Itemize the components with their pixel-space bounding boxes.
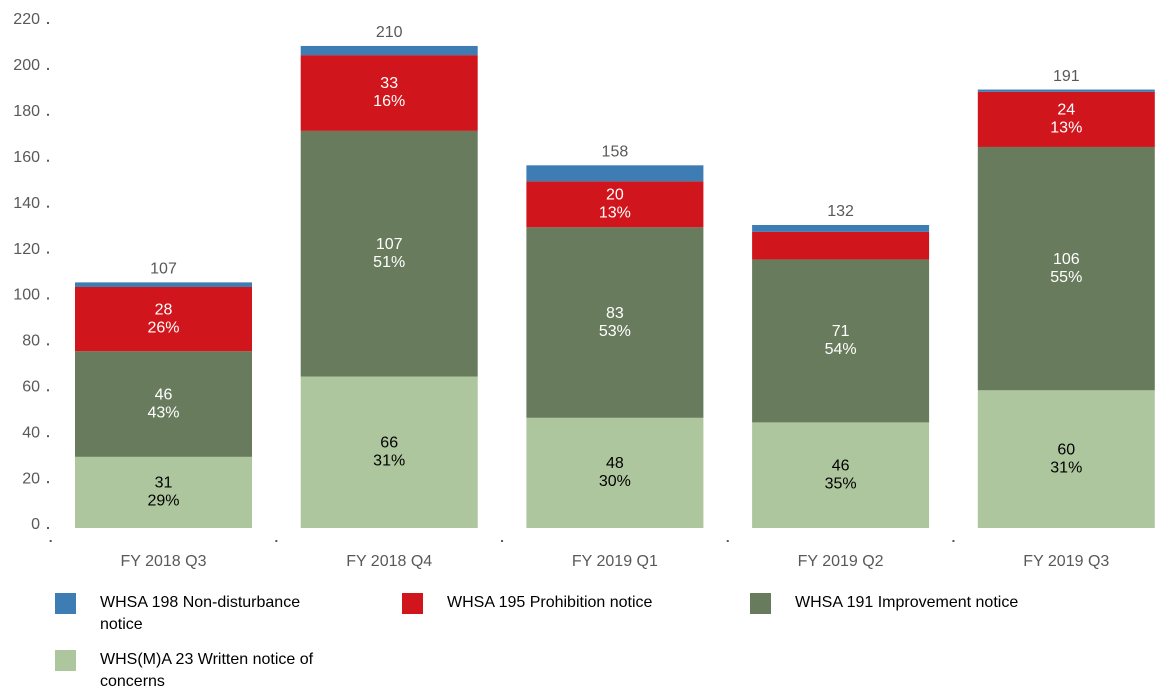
bar-segment bbox=[75, 286, 252, 352]
share-label: 31% bbox=[1050, 459, 1082, 476]
bar-segment bbox=[75, 456, 252, 528]
bar-segment bbox=[752, 259, 930, 423]
legend-swatch bbox=[402, 593, 423, 614]
y-tick-label: 20 bbox=[22, 470, 40, 487]
legend-label: WHS(M)A 23 Written notice of concerns bbox=[100, 651, 314, 690]
x-tick bbox=[49, 540, 52, 542]
y-tick-label: 160 bbox=[13, 149, 40, 166]
bar-segment bbox=[526, 181, 704, 228]
y-tick-label: 220 bbox=[13, 11, 40, 28]
x-tick-label: FY 2019 Q1 bbox=[572, 553, 658, 570]
plot: 0 20 40 60 80 100 120 140 160 180 200 220 FY 2018 Q3… bbox=[13, 11, 1155, 570]
x-tick-label: FY 2018 Q4 bbox=[346, 553, 432, 570]
y-tick bbox=[47, 159, 49, 162]
bar-segment bbox=[75, 282, 252, 287]
x-tick bbox=[952, 540, 955, 542]
legend-swatch bbox=[750, 593, 771, 614]
share-label: 13% bbox=[599, 205, 631, 222]
y-tick-label: 200 bbox=[13, 57, 40, 74]
share-label: 53% bbox=[599, 323, 631, 340]
share-label: 26% bbox=[147, 319, 179, 336]
value-label: 66 bbox=[380, 434, 398, 451]
y-tick bbox=[47, 22, 49, 24]
share-label: 43% bbox=[147, 404, 179, 421]
bar-segment bbox=[752, 225, 930, 232]
value-label: 71 bbox=[832, 323, 850, 340]
y-tick bbox=[47, 389, 49, 392]
share-label: 35% bbox=[825, 475, 857, 492]
x-tick bbox=[726, 540, 729, 542]
legend-label: WHSA 191 Improvement notice bbox=[795, 594, 1019, 611]
x-tick-label: FY 2019 Q3 bbox=[1023, 553, 1109, 570]
bar-segment bbox=[752, 231, 930, 260]
y-tick bbox=[47, 343, 49, 346]
y-tick-label: 80 bbox=[22, 333, 40, 350]
y-tick-label: 180 bbox=[13, 103, 40, 120]
share-label: 16% bbox=[373, 93, 405, 110]
bar-segment bbox=[977, 91, 1155, 147]
bar-segment bbox=[977, 89, 1155, 92]
share-label: 13% bbox=[1050, 120, 1082, 137]
y-tick-label: 0 bbox=[31, 516, 40, 533]
value-label: 107 bbox=[376, 236, 403, 253]
value-label: 46 bbox=[155, 386, 173, 403]
legend-label: WHSA 198 Non-disturbance notice bbox=[100, 594, 301, 633]
total-label: 107 bbox=[150, 261, 177, 278]
y-tick bbox=[47, 113, 49, 116]
y-tick bbox=[47, 297, 49, 300]
y-tick bbox=[47, 251, 49, 254]
bar-segment bbox=[300, 55, 478, 131]
y-tick bbox=[47, 205, 49, 208]
bar-segment bbox=[75, 351, 252, 457]
bar-segment bbox=[300, 376, 478, 528]
y-tick-label: 140 bbox=[13, 195, 40, 212]
value-label: 106 bbox=[1053, 251, 1080, 268]
total-label: 158 bbox=[602, 144, 629, 161]
share-label: 51% bbox=[373, 254, 405, 271]
value-label: 48 bbox=[606, 455, 624, 472]
legend-swatch bbox=[55, 650, 76, 671]
x-tick bbox=[501, 540, 504, 542]
y-tick-label: 100 bbox=[13, 287, 40, 304]
total-label: 210 bbox=[376, 24, 403, 41]
x-tick-label: FY 2018 Q3 bbox=[121, 553, 207, 570]
x-tick bbox=[275, 540, 278, 542]
y-tick-label: 40 bbox=[22, 424, 40, 441]
share-label: 54% bbox=[825, 341, 857, 358]
bar-segment bbox=[977, 146, 1155, 391]
bar-segment bbox=[300, 130, 478, 377]
bar-segment bbox=[526, 417, 704, 528]
share-label: 55% bbox=[1050, 269, 1082, 286]
y-tick-label: 120 bbox=[13, 241, 40, 258]
value-label: 60 bbox=[1057, 441, 1075, 458]
legend-label: WHSA 195 Prohibition notice bbox=[447, 594, 653, 611]
value-label: 83 bbox=[606, 305, 624, 322]
value-label: 46 bbox=[832, 457, 850, 474]
bar-segment bbox=[526, 165, 704, 182]
total-label: 132 bbox=[827, 203, 854, 220]
x-tick-label: FY 2019 Q2 bbox=[798, 553, 884, 570]
total-label: 191 bbox=[1053, 68, 1080, 85]
value-label: 28 bbox=[155, 301, 173, 318]
share-label: 29% bbox=[147, 493, 179, 510]
bar-segment bbox=[526, 227, 704, 418]
y-tick bbox=[47, 527, 49, 529]
share-label: 30% bbox=[599, 473, 631, 490]
legend-swatch bbox=[55, 593, 76, 614]
bar-segment bbox=[977, 390, 1155, 528]
bar-segment bbox=[752, 422, 930, 528]
y-tick bbox=[47, 435, 49, 438]
y-tick bbox=[47, 481, 49, 484]
value-label: 33 bbox=[380, 75, 398, 92]
y-tick bbox=[47, 67, 49, 70]
value-label: 24 bbox=[1057, 102, 1075, 119]
bar-segment bbox=[300, 45, 478, 56]
value-label: 31 bbox=[155, 475, 173, 492]
share-label: 31% bbox=[373, 452, 405, 469]
value-label: 20 bbox=[606, 187, 624, 204]
y-tick-label: 60 bbox=[22, 378, 40, 395]
